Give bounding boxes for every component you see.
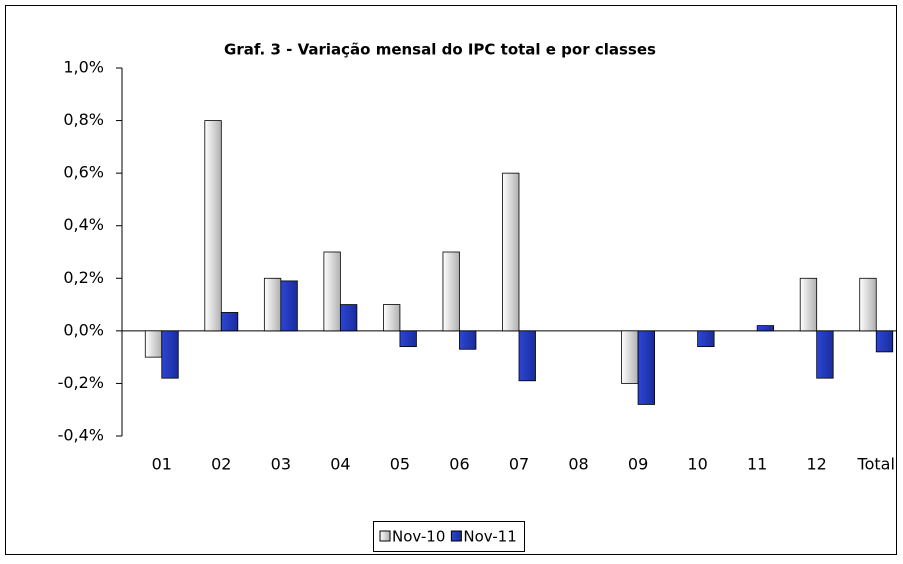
legend-label: Nov-11 bbox=[463, 528, 516, 546]
bar bbox=[697, 330, 715, 348]
bar bbox=[383, 304, 401, 332]
x-tick-label: 09 bbox=[628, 455, 648, 474]
x-tick-label: 05 bbox=[390, 455, 410, 474]
bar bbox=[637, 330, 655, 405]
bar bbox=[399, 330, 417, 348]
y-tick-label: -0,2% bbox=[58, 373, 104, 392]
legend-box bbox=[373, 521, 525, 552]
x-tick-label: 02 bbox=[211, 455, 231, 474]
bar bbox=[161, 330, 179, 379]
bar bbox=[204, 120, 222, 332]
chart-title: Graf. 3 - Variação mensal do IPC total e… bbox=[224, 41, 656, 59]
bar bbox=[875, 330, 894, 353]
x-tick-label: 01 bbox=[152, 455, 172, 474]
x-tick-label: 11 bbox=[747, 455, 767, 474]
x-tick-label: 08 bbox=[568, 455, 588, 474]
bar bbox=[323, 251, 341, 332]
x-tick-label: Total bbox=[857, 455, 895, 474]
y-tick-label: 0,6% bbox=[63, 163, 104, 182]
bar bbox=[442, 251, 460, 332]
y-tick-label: 0,2% bbox=[63, 268, 104, 287]
x-tick-label: 07 bbox=[509, 455, 529, 474]
bar bbox=[144, 330, 163, 358]
y-tick-label: 0,0% bbox=[63, 320, 104, 339]
bar bbox=[220, 312, 239, 332]
bar bbox=[280, 280, 298, 332]
x-tick-label: 06 bbox=[449, 455, 469, 474]
x-tick-label: 03 bbox=[271, 455, 291, 474]
bar bbox=[799, 277, 818, 332]
x-tick-label: 04 bbox=[330, 455, 350, 474]
y-tick-label: -0,4% bbox=[58, 426, 104, 445]
y-tick-label: 0,4% bbox=[63, 215, 104, 234]
bar bbox=[859, 277, 877, 332]
y-tick-label: 0,8% bbox=[63, 110, 104, 129]
x-tick-label: 10 bbox=[687, 455, 707, 474]
legend-swatch bbox=[379, 530, 391, 542]
y-tick-label: 1,0% bbox=[63, 58, 104, 77]
legend-label: Nov-10 bbox=[392, 528, 445, 546]
bar bbox=[518, 330, 536, 382]
bar bbox=[621, 330, 639, 384]
legend-swatch bbox=[450, 530, 462, 542]
bar bbox=[459, 330, 477, 350]
bar bbox=[339, 304, 358, 332]
x-tick-label: 12 bbox=[807, 455, 827, 474]
bar bbox=[502, 172, 520, 332]
bar bbox=[263, 277, 282, 332]
bar bbox=[756, 325, 775, 332]
bar bbox=[816, 330, 834, 379]
